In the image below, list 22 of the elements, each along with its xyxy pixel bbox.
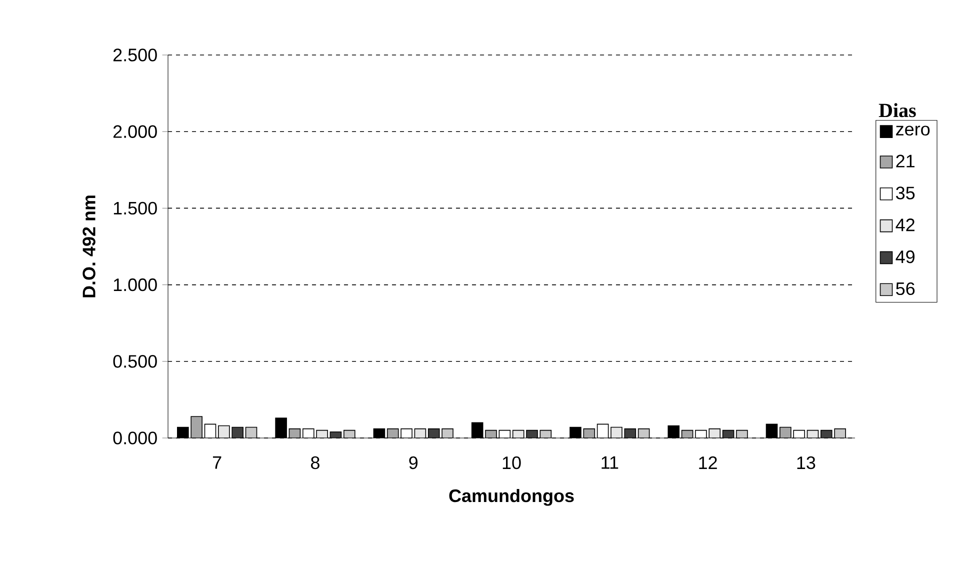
y-tick-label: 0.000 bbox=[113, 432, 157, 444]
y-tick-label: 0.500 bbox=[113, 355, 157, 368]
y-tick-label: 1.000 bbox=[114, 278, 157, 292]
x-tick-label: 9 bbox=[409, 456, 418, 470]
x-tick-label: 8 bbox=[310, 456, 320, 470]
x-tick-label: 7 bbox=[212, 456, 222, 469]
legend-label: 56 bbox=[896, 282, 915, 296]
x-axis-title: Camundongos bbox=[449, 488, 574, 506]
y-tick-label: 1.500 bbox=[114, 202, 157, 215]
legend-label: 21 bbox=[896, 154, 914, 168]
legend-title: Dias bbox=[878, 103, 916, 118]
y-axis-title: D.O. 492 nm bbox=[82, 196, 96, 298]
legend-label: zero bbox=[896, 126, 930, 136]
y-tick-label: 2.000 bbox=[113, 125, 157, 138]
x-tick-label: 12 bbox=[699, 456, 717, 469]
x-tick-label: 10 bbox=[502, 456, 521, 470]
y-tick-label: 2.500 bbox=[113, 48, 157, 62]
x-tick-label: 11 bbox=[602, 456, 618, 469]
legend-label: 35 bbox=[896, 186, 915, 200]
x-tick-label: 13 bbox=[797, 456, 816, 470]
legend-label: 42 bbox=[896, 218, 914, 232]
legend-label: 49 bbox=[896, 250, 915, 264]
